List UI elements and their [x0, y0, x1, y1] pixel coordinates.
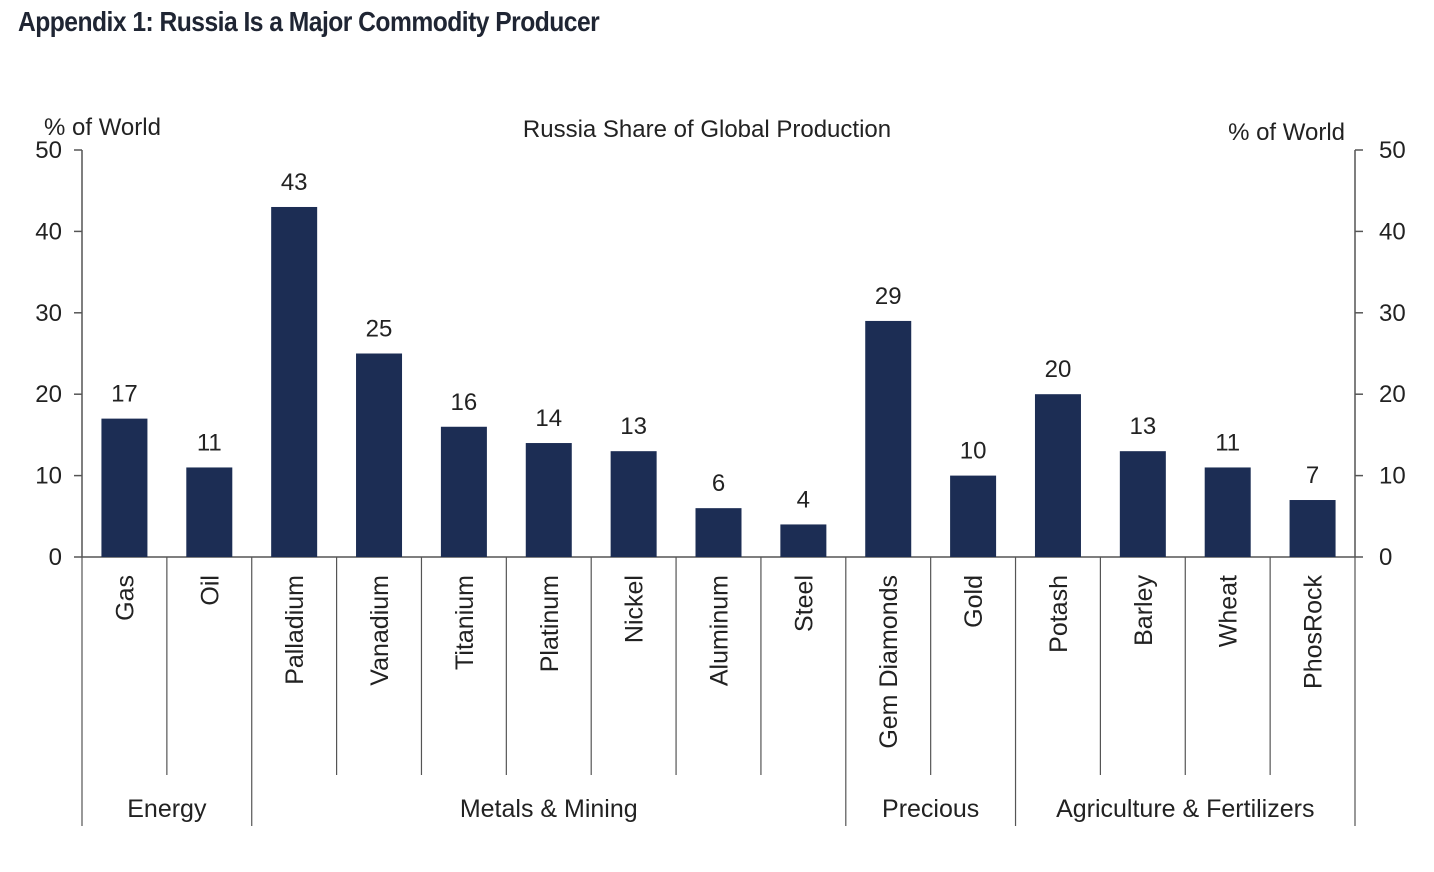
category-label: Gem Diamonds [875, 575, 903, 749]
category-label: Platinum [536, 575, 564, 672]
category-label: Oil [196, 575, 224, 606]
bar [186, 467, 233, 557]
category-label: Nickel [621, 575, 649, 643]
bar [101, 418, 148, 557]
category-labels: Gas Oil Palladium Vanadium Titanium Platinum N… [111, 575, 1327, 749]
y-tick-label-right: 40 [1379, 218, 1406, 245]
axes: 0 0 10 10 20 20 30 30 40 40 50 50 [35, 137, 1406, 826]
data-label: 29 [875, 283, 902, 310]
category-label: Potash [1045, 575, 1073, 653]
page-title: Appendix 1: Russia Is a Major Commodity … [18, 6, 600, 37]
bar [610, 451, 657, 557]
data-label: 10 [960, 438, 987, 465]
data-label: 4 [797, 486, 810, 513]
data-label: 7 [1306, 462, 1319, 489]
bar [950, 475, 997, 557]
bar [1289, 500, 1336, 557]
y-tick-label-left: 20 [35, 381, 62, 408]
group-labels: Energy Metals & Mining Precious Agriculture… [127, 795, 1314, 823]
y-axis-label-left: % of World [44, 114, 161, 141]
category-label: Wheat [1215, 575, 1243, 647]
data-label: 20 [1045, 356, 1072, 383]
bar [1204, 467, 1251, 557]
y-tick-label-left: 0 [49, 544, 62, 571]
data-label: 13 [1129, 413, 1156, 440]
group-label: Precious [882, 795, 979, 823]
category-label: Barley [1130, 575, 1158, 646]
y-axis-label-right: % of World [1228, 119, 1345, 146]
y-tick-label-left: 50 [35, 137, 62, 164]
y-tick-label-left: 10 [35, 463, 62, 490]
group-label: Metals & Mining [460, 795, 638, 823]
data-label: 6 [712, 470, 725, 497]
bar [440, 426, 487, 557]
group-label: Energy [127, 795, 207, 823]
category-label: Steel [790, 575, 818, 632]
data-label: 13 [620, 413, 647, 440]
y-tick-label-left: 30 [35, 300, 62, 327]
category-label: Aluminum [706, 575, 734, 686]
category-label: Gold [960, 575, 988, 628]
category-label: Vanadium [366, 575, 394, 686]
bar [780, 524, 827, 557]
data-label: 16 [451, 389, 478, 416]
y-tick-label-left: 40 [35, 218, 62, 245]
data-label: 11 [1215, 429, 1240, 456]
bar [356, 353, 403, 557]
bar [865, 320, 912, 557]
chart-title: Russia Share of Global Production [523, 116, 891, 143]
data-label: 14 [535, 405, 562, 432]
category-label: PhosRock [1300, 575, 1328, 689]
bar [1119, 451, 1166, 557]
y-tick-label-right: 50 [1379, 137, 1406, 164]
bar [1034, 394, 1081, 557]
group-label: Agriculture & Fertilizers [1056, 795, 1314, 823]
y-tick-label-right: 20 [1379, 381, 1406, 408]
bars [101, 206, 1336, 558]
data-labels: 17 11 43 25 16 14 13 6 4 29 10 20 13 11 7 [111, 169, 1319, 513]
category-label: Palladium [281, 575, 309, 685]
bar [695, 508, 742, 557]
data-label: 11 [197, 429, 222, 456]
y-tick-label-right: 30 [1379, 300, 1406, 327]
data-label: 25 [366, 316, 393, 343]
y-tick-label-right: 0 [1379, 544, 1392, 571]
bar [525, 443, 572, 557]
y-tick-label-right: 10 [1379, 463, 1406, 490]
data-label: 17 [111, 381, 138, 408]
category-label: Titanium [451, 575, 479, 670]
category-label: Gas [111, 575, 139, 621]
data-label: 43 [281, 169, 308, 196]
bar [271, 206, 318, 558]
